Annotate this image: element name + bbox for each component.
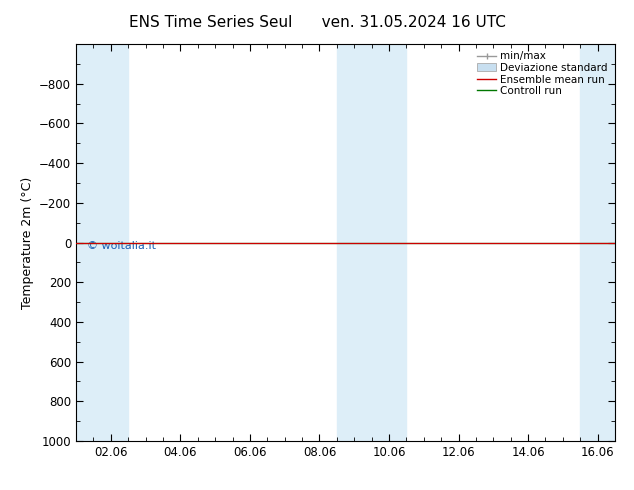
Legend: min/max, Deviazione standard, Ensemble mean run, Controll run: min/max, Deviazione standard, Ensemble m… [476, 49, 610, 98]
Bar [76, 44, 128, 441]
Text: © woitalia.it: © woitalia.it [87, 241, 156, 250]
Y-axis label: Temperature 2m (°C): Temperature 2m (°C) [20, 176, 34, 309]
Text: ENS Time Series Seul      ven. 31.05.2024 16 UTC: ENS Time Series Seul ven. 31.05.2024 16 … [129, 15, 505, 30]
Bar [580, 44, 615, 441]
Bar [337, 44, 406, 441]
